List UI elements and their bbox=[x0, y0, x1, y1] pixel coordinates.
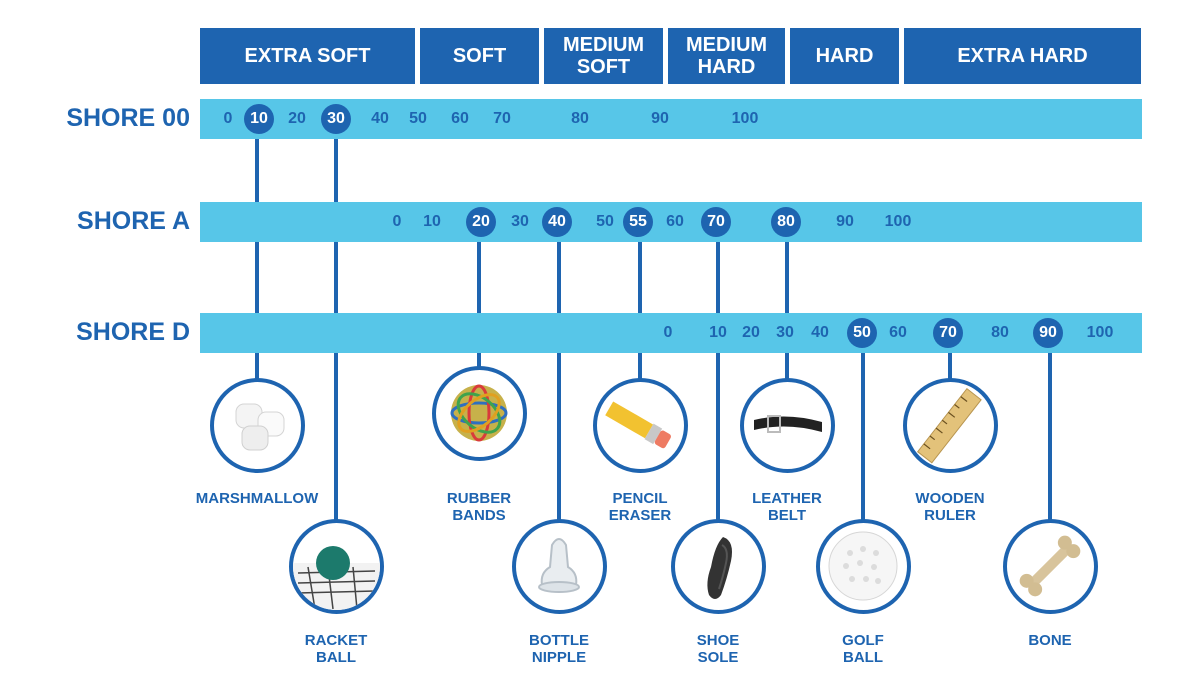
shoe-sole-icon bbox=[706, 537, 732, 599]
item-label-leather-belt: LEATHER BELT bbox=[752, 490, 822, 524]
wooden-ruler-icon bbox=[916, 388, 982, 464]
bottle-nipple-icon bbox=[537, 538, 580, 593]
tick-shore-a-0: 0 bbox=[392, 213, 402, 230]
category-medium-hard: MEDIUM HARD bbox=[668, 28, 785, 84]
tick-shore-d-20: 20 bbox=[742, 324, 760, 341]
tick-shore-00-60: 60 bbox=[451, 110, 469, 127]
connector-line-golf-ball bbox=[861, 333, 865, 523]
tick-shore-00-80: 80 bbox=[571, 110, 589, 127]
item-label-marshmallow: MARSHMALLOW bbox=[195, 490, 319, 507]
connector-line-wooden-ruler bbox=[948, 333, 952, 382]
tick-shore-00-100: 100 bbox=[731, 110, 759, 127]
category-extra-hard: EXTRA HARD bbox=[904, 28, 1141, 84]
highlighted-tick-shore-d-50: 50 bbox=[847, 318, 877, 348]
highlighted-tick-shore-a-40: 40 bbox=[542, 207, 572, 237]
tick-shore-a-60: 60 bbox=[666, 213, 684, 230]
item-label-rubber-bands: RUBBER BANDS bbox=[446, 490, 512, 524]
item-circle-racket-ball bbox=[288, 519, 384, 614]
item-label-wooden-ruler: WOODEN RULER bbox=[915, 490, 985, 524]
scale-title-shore-00: SHORE 00 bbox=[66, 104, 190, 132]
bone-icon bbox=[1019, 535, 1080, 597]
tick-shore-a-50: 50 bbox=[596, 213, 614, 230]
category-soft: SOFT bbox=[420, 28, 539, 84]
item-circle-leather-belt bbox=[739, 378, 835, 473]
tick-shore-d-0: 0 bbox=[663, 324, 673, 341]
item-label-pencil-eraser: PENCIL ERASER bbox=[608, 490, 672, 524]
leather-belt-icon bbox=[753, 415, 822, 433]
scale-band-shore-00 bbox=[200, 99, 1142, 139]
tick-shore-a-90: 90 bbox=[836, 213, 854, 230]
scale-band-shore-a bbox=[200, 202, 1142, 242]
connector-line-rubber-bands bbox=[477, 222, 481, 370]
highlighted-tick-shore-a-20: 20 bbox=[466, 207, 496, 237]
item-circle-rubber-bands bbox=[431, 366, 527, 461]
item-label-racket-ball: RACKET BALL bbox=[304, 632, 368, 666]
item-circle-wooden-ruler bbox=[902, 378, 998, 473]
marshmallow-icon bbox=[235, 403, 284, 451]
tick-shore-00-50: 50 bbox=[409, 110, 427, 127]
racket-ball-icon bbox=[292, 546, 380, 610]
highlighted-tick-shore-00-10: 10 bbox=[244, 104, 274, 134]
item-label-bone: BONE bbox=[1028, 632, 1072, 649]
connector-line-marshmallow bbox=[255, 119, 259, 382]
rubber-bands-icon bbox=[450, 384, 507, 442]
tick-shore-d-100: 100 bbox=[1086, 324, 1114, 341]
highlighted-tick-shore-a-80: 80 bbox=[771, 207, 801, 237]
connector-line-bottle-nipple bbox=[557, 222, 561, 523]
scale-band-shore-d bbox=[200, 313, 1142, 353]
item-label-golf-ball: GOLF BALL bbox=[842, 632, 884, 666]
tick-shore-00-90: 90 bbox=[651, 110, 669, 127]
highlighted-tick-shore-00-30: 30 bbox=[321, 104, 351, 134]
tick-shore-d-10: 10 bbox=[709, 324, 727, 341]
highlighted-tick-shore-d-90: 90 bbox=[1033, 318, 1063, 348]
connector-line-leather-belt bbox=[785, 222, 789, 382]
item-circle-golf-ball bbox=[815, 519, 911, 614]
item-circle-marshmallow bbox=[209, 378, 305, 473]
highlighted-tick-shore-a-55: 55 bbox=[623, 207, 653, 237]
tick-shore-d-80: 80 bbox=[991, 324, 1009, 341]
golf-ball-icon bbox=[828, 531, 897, 601]
scale-title-shore-a: SHORE A bbox=[77, 207, 190, 235]
pencil-eraser-icon bbox=[604, 401, 671, 449]
tick-shore-00-0: 0 bbox=[223, 110, 233, 127]
item-label-bottle-nipple: BOTTLE NIPPLE bbox=[529, 632, 589, 666]
item-circle-shoe-sole bbox=[670, 519, 766, 614]
category-extra-soft: EXTRA SOFT bbox=[200, 28, 415, 84]
tick-shore-00-20: 20 bbox=[288, 110, 306, 127]
highlighted-tick-shore-d-70: 70 bbox=[933, 318, 963, 348]
tick-shore-d-30: 30 bbox=[776, 324, 794, 341]
item-circle-pencil-eraser bbox=[592, 378, 688, 473]
highlighted-tick-shore-a-70: 70 bbox=[701, 207, 731, 237]
tick-shore-d-40: 40 bbox=[811, 324, 829, 341]
tick-shore-a-30: 30 bbox=[511, 213, 529, 230]
connector-line-pencil-eraser bbox=[638, 222, 642, 382]
tick-shore-00-40: 40 bbox=[371, 110, 389, 127]
connector-line-shoe-sole bbox=[716, 222, 720, 523]
category-medium-soft: MEDIUM SOFT bbox=[544, 28, 663, 84]
tick-shore-a-100: 100 bbox=[884, 213, 912, 230]
connector-line-bone bbox=[1048, 333, 1052, 523]
tick-shore-d-60: 60 bbox=[889, 324, 907, 341]
item-circle-bottle-nipple bbox=[511, 519, 607, 614]
category-hard: HARD bbox=[790, 28, 899, 84]
item-circle-bone bbox=[1002, 519, 1098, 614]
tick-shore-a-10: 10 bbox=[423, 213, 441, 230]
item-label-shoe-sole: SHOE SOLE bbox=[696, 632, 740, 666]
scale-title-shore-d: SHORE D bbox=[76, 318, 190, 346]
tick-shore-00-70: 70 bbox=[493, 110, 511, 127]
